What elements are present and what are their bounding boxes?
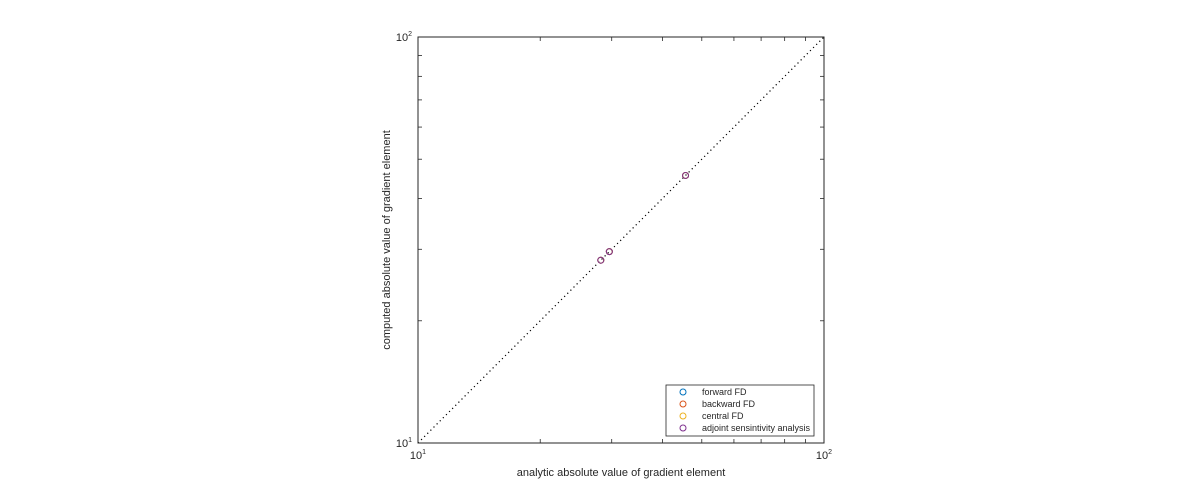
legend-label: forward FD [702, 387, 747, 397]
x-tick-label: 101 [410, 449, 426, 462]
x-axis-label: analytic absolute value of gradient elem… [517, 467, 726, 479]
legend-label: central FD [702, 411, 744, 421]
data-point [605, 248, 613, 256]
plot-frame [417, 36, 825, 444]
legend-label: backward FD [702, 399, 756, 409]
legend-items: forward FD backward FD central FD adjoint s… [679, 387, 811, 433]
tick-labels: 101 102 101 102 [396, 31, 832, 462]
legend-label: adjoint sensintivity analysis [702, 423, 811, 433]
y-axis-label: computed absolute value of gradient elem… [381, 130, 393, 350]
legend: forward FD backward FD central FD adjoint s… [665, 384, 815, 437]
reference-line [417, 36, 825, 444]
legend-marker [679, 424, 687, 432]
data-points [597, 171, 690, 264]
legend-marker [679, 400, 687, 408]
minor-ticks [418, 37, 824, 443]
legend-marker [679, 412, 687, 420]
x-tick-label: 102 [816, 449, 832, 462]
legend-marker [679, 388, 687, 396]
data-point [597, 256, 605, 264]
y-tick-label: 101 [396, 437, 412, 450]
y-tick-label: 102 [396, 31, 412, 44]
legend-box [665, 384, 815, 437]
data-point [682, 171, 690, 179]
